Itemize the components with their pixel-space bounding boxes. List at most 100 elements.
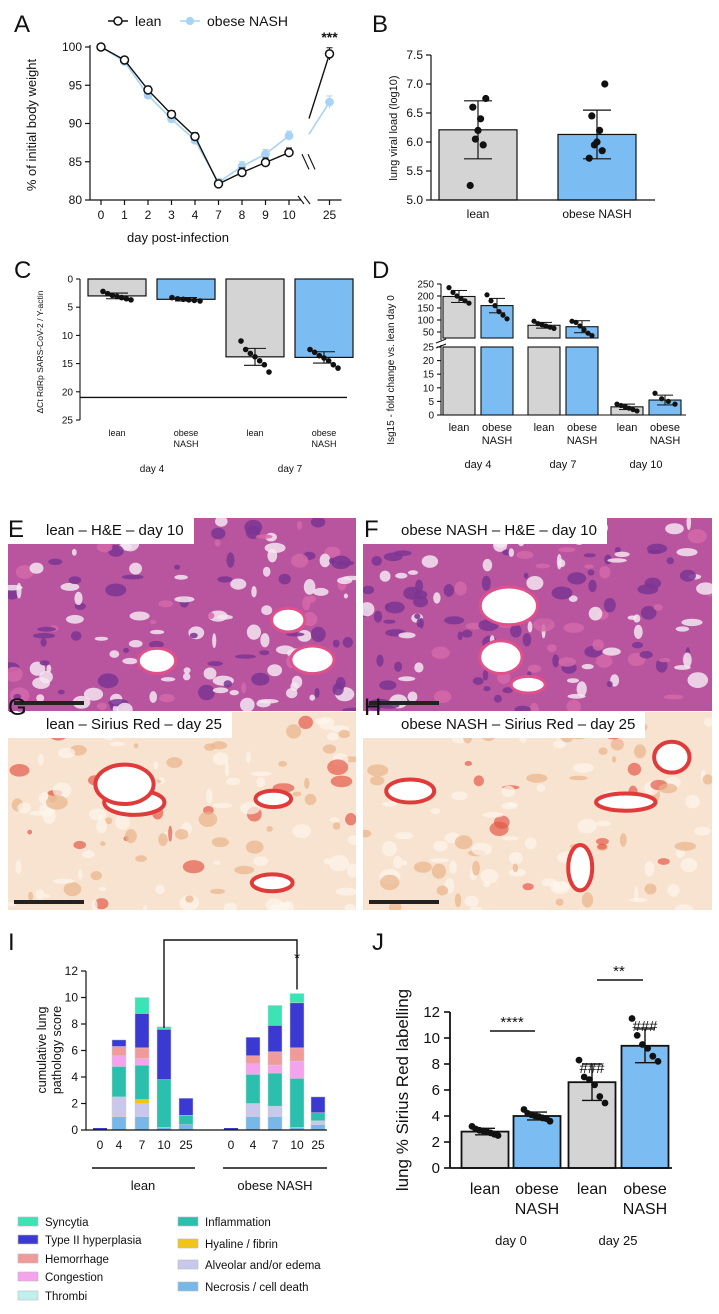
data-point (266, 369, 272, 375)
tissue-texture (430, 808, 441, 815)
data-point (618, 402, 624, 409)
legend-label: Hemorrhage (45, 1254, 109, 1266)
stack-segment (289, 1060, 305, 1079)
tissue-texture (94, 898, 109, 910)
data-point (256, 357, 263, 364)
tissue-texture (533, 618, 555, 632)
x-tick-label: 4 (192, 208, 199, 222)
tissue-texture (175, 829, 189, 840)
tissue-texture (373, 610, 383, 623)
tissue-texture (555, 898, 564, 906)
group-label: obese NASH (237, 1178, 312, 1193)
x-tick-label: lean (534, 422, 555, 434)
tissue-texture (472, 677, 484, 685)
tissue-texture (599, 566, 611, 579)
data-point (119, 55, 130, 65)
stack-segment (134, 1058, 150, 1066)
tissue-texture (508, 868, 527, 877)
tissue-texture (230, 578, 247, 590)
tissue-texture (551, 586, 573, 600)
tissue-texture (482, 558, 493, 572)
tissue-texture (166, 757, 183, 768)
tissue-texture (567, 693, 586, 699)
data-point (466, 181, 474, 190)
data-point (100, 288, 106, 295)
tissue-texture (159, 693, 175, 703)
tissue-texture (567, 572, 587, 585)
tissue-texture (174, 596, 195, 603)
panel-letter-e: E (8, 516, 25, 543)
significance-label: * (294, 950, 300, 967)
data-point (458, 295, 464, 301)
significance-label: ** (613, 963, 625, 980)
tissue-texture (512, 863, 519, 873)
scale-bar (14, 701, 84, 705)
tissue-texture (573, 763, 594, 773)
tissue-texture (546, 644, 557, 653)
y-axis-title: % of initial body weight (24, 58, 39, 191)
tissue-texture (70, 631, 82, 641)
data-point (261, 361, 268, 368)
y-tick-label: 5 (428, 397, 434, 408)
tissue-texture (40, 638, 47, 647)
airway-shape (566, 843, 595, 893)
x-tick-label: 10 (157, 1138, 171, 1152)
tissue-texture (444, 616, 465, 625)
tissue-texture (303, 579, 316, 595)
tissue-texture (675, 848, 686, 858)
tissue-texture (183, 672, 191, 681)
tissue-texture (394, 661, 403, 672)
airway-shape (270, 606, 307, 634)
stack-segment (310, 1112, 326, 1121)
data-point (324, 49, 335, 59)
tissue-texture (90, 871, 103, 881)
panel-letter-c: C (14, 257, 31, 284)
tissue-texture (644, 883, 657, 895)
tissue-texture (385, 603, 391, 610)
data-point (543, 323, 549, 329)
tissue-texture (207, 661, 223, 667)
panel-letter-i: I (8, 929, 15, 956)
tissue-texture (246, 624, 261, 640)
panel-b-chart: lean obese NASH 5.0 5.5 6.0 6.5 7.0 7.5 lung vir… (388, 48, 655, 221)
tissue-texture (211, 527, 226, 540)
data-point (644, 1045, 651, 1052)
tissue-texture (123, 647, 130, 653)
tissue-texture (685, 794, 700, 809)
tissue-texture (314, 687, 320, 698)
tissue-texture (329, 557, 335, 564)
stack-segment (245, 1037, 261, 1057)
tissue-texture (46, 664, 52, 673)
tissue-texture (558, 657, 576, 667)
group-label: lean (131, 1178, 156, 1193)
tissue-texture (502, 687, 513, 694)
tissue-texture (125, 829, 137, 844)
tissue-texture (182, 860, 205, 874)
tissue-texture (394, 832, 414, 840)
tissue-texture (704, 717, 712, 727)
tissue-texture (291, 553, 309, 568)
tissue-texture (393, 856, 403, 869)
y-tick-label: 100 (62, 40, 82, 54)
tissue-texture (224, 762, 230, 777)
tissue-texture (480, 869, 499, 884)
tissue-texture (443, 584, 455, 597)
x-tick-label: lean (246, 428, 263, 438)
tissue-texture (501, 785, 515, 798)
tissue-texture (347, 863, 356, 878)
tissue-texture (310, 626, 326, 642)
x-tick-label: 25 (179, 1138, 193, 1152)
y-tick-label: 80 (69, 193, 83, 207)
y-tick-label: 25 (423, 343, 435, 354)
tissue-texture (253, 856, 269, 866)
tissue-texture (105, 817, 113, 825)
tissue-texture (679, 569, 696, 582)
y-tick-label: 90 (69, 117, 83, 131)
data-point (252, 354, 258, 360)
tissue-texture (541, 878, 557, 887)
tissue-texture (471, 842, 493, 856)
tissue-texture (343, 593, 348, 599)
data-point (547, 324, 553, 330)
tissue-texture (226, 552, 235, 568)
panel-letter-j: J (372, 929, 384, 956)
